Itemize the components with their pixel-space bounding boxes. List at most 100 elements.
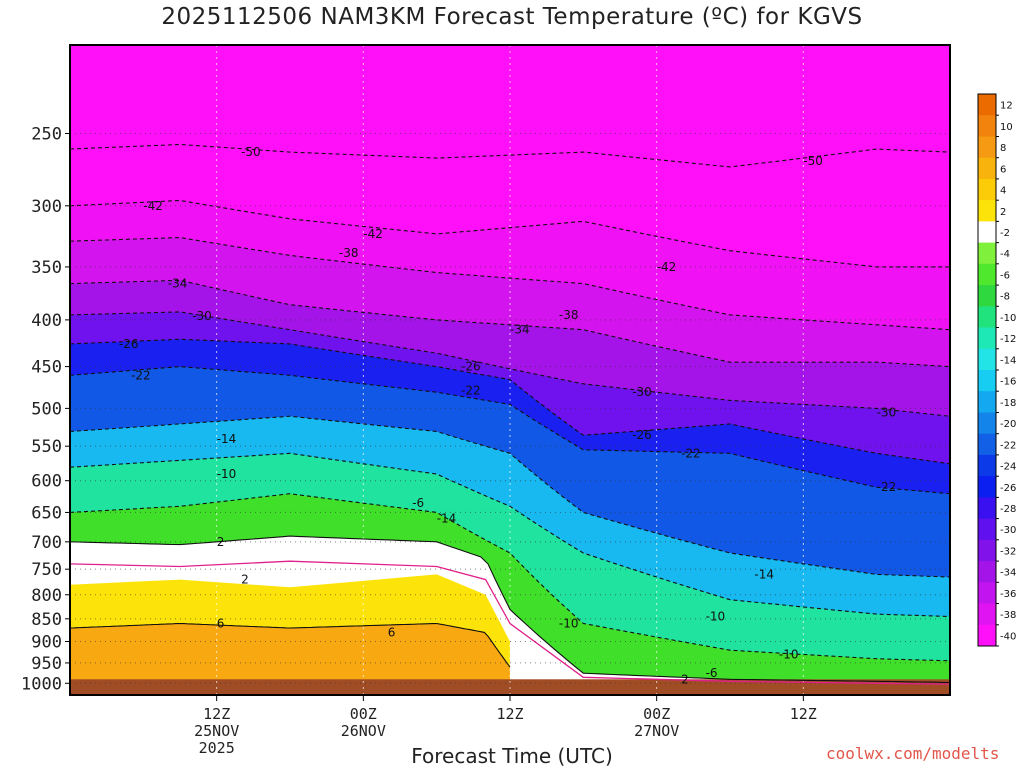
contour--50 bbox=[69, 143, 951, 168]
contour-2 bbox=[69, 535, 951, 684]
contour-label: -50 bbox=[241, 145, 261, 159]
contour-label: -26 bbox=[632, 428, 652, 442]
contour-label: -38 bbox=[559, 308, 579, 322]
contour-label: -10 bbox=[559, 617, 579, 631]
colorbar-swatch bbox=[978, 412, 996, 435]
contour--6 bbox=[69, 493, 951, 662]
x-tick-label: 25NOV bbox=[194, 722, 239, 740]
colorbar-label: -36 bbox=[1000, 589, 1016, 600]
colorbar: 12 10 8 6 4 2 -2 -4 -6 -8 -10 -12 -14 -16 -18 -20 -22 -24… bbox=[977, 93, 1016, 647]
contour-label: -30 bbox=[632, 385, 652, 399]
colorbar-label: -30 bbox=[1000, 525, 1016, 536]
colorbar-label: 4 bbox=[1000, 186, 1006, 197]
y-tick-label: 1000 bbox=[21, 674, 62, 694]
colorbar-swatch bbox=[978, 242, 996, 265]
colorbar-swatch bbox=[978, 263, 996, 286]
colorbar-swatch bbox=[978, 370, 996, 392]
grid bbox=[70, 45, 950, 695]
colorbar-swatch bbox=[978, 115, 996, 137]
y-tick-label: 600 bbox=[31, 472, 62, 492]
contour-label: 2 bbox=[217, 535, 225, 549]
colorbar-label: 10 bbox=[1000, 122, 1013, 133]
contour-label: -26 bbox=[119, 337, 139, 351]
contour-label: -30 bbox=[877, 405, 897, 419]
contour--26 bbox=[69, 338, 951, 465]
colorbar-swatch bbox=[978, 603, 996, 626]
y-tick-label: 950 bbox=[31, 654, 62, 674]
colorbar-label: 12 bbox=[1000, 101, 1013, 112]
colorbar-swatch bbox=[978, 454, 996, 477]
contour-label: -42 bbox=[363, 227, 383, 241]
colorbar-swatch bbox=[978, 94, 996, 116]
y-tick-label: 400 bbox=[31, 311, 62, 331]
contour-label: -10 bbox=[217, 467, 237, 481]
contour-label: -14 bbox=[437, 512, 457, 526]
colorbar-swatch bbox=[978, 561, 996, 583]
contour-label: -50 bbox=[803, 154, 823, 168]
colorbar-label: -18 bbox=[1000, 398, 1016, 409]
x-tick-label: 12Z bbox=[790, 705, 817, 723]
y-axis: 250 300 350 400 450 500 550 600 650 700 750 800 850 9… bbox=[21, 125, 70, 694]
x-tick-label: 12Z bbox=[203, 705, 230, 723]
colorbar-label: -28 bbox=[1000, 504, 1016, 515]
colorbar-label: -2 bbox=[1000, 228, 1010, 239]
colorbar-swatch bbox=[978, 221, 996, 244]
contour-label: -10 bbox=[779, 648, 799, 662]
y-tick-label: 700 bbox=[31, 533, 62, 553]
contour-label: -26 bbox=[461, 360, 481, 374]
x-tick-label: 12Z bbox=[496, 705, 523, 723]
y-tick-label: 800 bbox=[31, 586, 62, 606]
chart-title: 2025112506 NAM3KM Forecast Temperature (… bbox=[161, 4, 863, 30]
colorbar-label: -22 bbox=[1000, 440, 1016, 451]
contour-label: 6 bbox=[217, 617, 225, 631]
contour--14 bbox=[69, 415, 951, 578]
contour-label: 6 bbox=[388, 626, 396, 640]
colorbar-swatch bbox=[978, 518, 996, 541]
x-tick-label: 26NOV bbox=[341, 722, 386, 740]
colorbar-label: -16 bbox=[1000, 377, 1016, 388]
colorbar-swatch bbox=[978, 327, 996, 350]
y-tick-label: 350 bbox=[31, 258, 62, 278]
contour--30 bbox=[69, 311, 951, 417]
colorbar-swatch bbox=[978, 200, 996, 222]
colorbar-label: 2 bbox=[1000, 207, 1006, 218]
contour-label: -34 bbox=[168, 277, 188, 291]
colorbar-label: -14 bbox=[1000, 355, 1016, 366]
contour-label: -10 bbox=[706, 610, 726, 624]
contour-label: -14 bbox=[217, 432, 237, 446]
colorbar-swatch bbox=[978, 433, 996, 456]
colorbar-swatch bbox=[978, 497, 996, 520]
contour--22 bbox=[69, 366, 951, 495]
colorbar-swatch bbox=[978, 348, 996, 371]
y-tick-label: 300 bbox=[31, 197, 62, 217]
colorbar-swatch bbox=[978, 539, 996, 562]
x-tick-label: 27NOV bbox=[634, 722, 679, 740]
credit-text: coolwx.com/modelts bbox=[826, 744, 1000, 763]
colorbar-swatch bbox=[978, 582, 996, 604]
colorbar-label: -38 bbox=[1000, 610, 1016, 621]
colorbar-swatch bbox=[978, 178, 996, 201]
y-tick-label: 850 bbox=[31, 610, 62, 630]
contours bbox=[69, 143, 951, 685]
y-tick-label: 250 bbox=[31, 125, 62, 145]
colorbar-label: -6 bbox=[1000, 271, 1010, 282]
colorbar-label: -40 bbox=[1000, 631, 1016, 642]
contour-label: -6 bbox=[706, 666, 718, 680]
contour-labels: -50 -50 -42 -42 -42 -38 -38 -34 -34 -30 -30 -26 -26 -… bbox=[119, 145, 896, 686]
y-tick-label: 500 bbox=[31, 399, 62, 419]
colorbar-swatch bbox=[978, 306, 996, 328]
contour--38 bbox=[69, 236, 951, 331]
colorbar-label: -32 bbox=[1000, 547, 1016, 558]
y-tick-label: 450 bbox=[31, 358, 62, 378]
contour-label: -42 bbox=[657, 260, 677, 274]
contour-label: -38 bbox=[339, 246, 359, 260]
colorbar-label: -12 bbox=[1000, 334, 1016, 345]
colorbar-swatch bbox=[978, 157, 996, 180]
colorbar-label: -34 bbox=[1000, 568, 1016, 579]
colorbar-swatch bbox=[978, 285, 996, 307]
colorbar-swatch bbox=[978, 476, 996, 498]
contour-label: 2 bbox=[681, 672, 689, 686]
colorbar-label: -4 bbox=[1000, 249, 1010, 260]
